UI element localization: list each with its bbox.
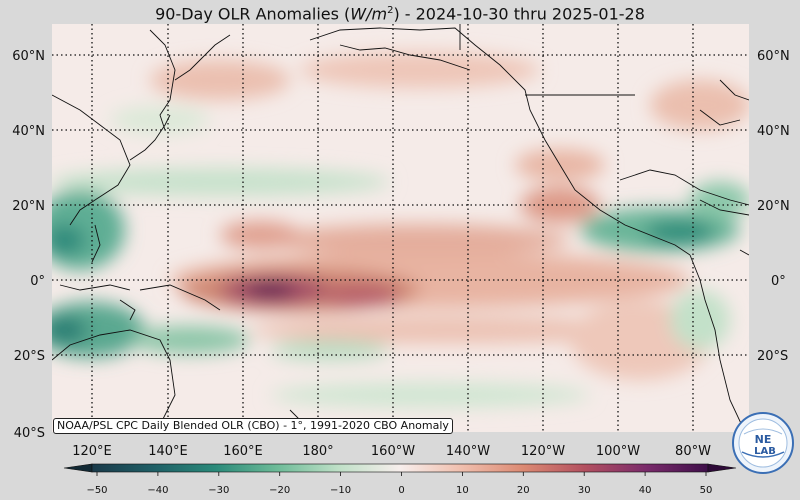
colorbar-tick-label: −30 [208, 485, 229, 496]
coastlines [52, 24, 749, 432]
colorbar-tick-label: −50 [86, 485, 107, 496]
lon-label: 120°E [72, 444, 112, 459]
lat-label: 0° [30, 274, 45, 289]
lat-label: 60°N [757, 49, 790, 64]
lon-label: 80°W [675, 444, 711, 459]
graticule [52, 24, 749, 432]
data-credit: NOAA/PSL CPC Daily Blended OLR (CBO) - 1… [53, 418, 453, 434]
lat-label: 40°N [757, 124, 790, 139]
colorbar-max-arrow [707, 463, 737, 473]
lon-label: 180° [302, 444, 333, 459]
lat-label: 0° [771, 274, 786, 289]
lat-label: 20°S [14, 349, 45, 364]
colorbar-min-arrow [63, 463, 93, 473]
colorbar-ticks: −50 −40 −30 −20 −10 0 10 20 30 40 50 [86, 472, 712, 496]
lon-label: 100°W [596, 444, 640, 459]
colorbar-tick-label: 20 [517, 485, 530, 496]
lat-label: 40°S [14, 426, 45, 441]
colorbar-tick-label: 50 [700, 485, 713, 496]
lat-label: 40°N [12, 124, 45, 139]
lat-label: 20°N [12, 199, 45, 214]
lon-label: 120°W [521, 444, 565, 459]
lat-label: 20°S [757, 349, 788, 364]
colorbar-tick-label: −10 [330, 485, 351, 496]
lat-labels-right: 60°N 40°N 20°N 0° 20°S [757, 49, 790, 364]
colorbar-tick-label: −20 [269, 485, 290, 496]
colorbar-tick-label: −40 [147, 485, 168, 496]
anomaly-field [52, 24, 749, 432]
title-prefix: 90-Day OLR Anomalies ( [155, 4, 351, 24]
logo-text-bottom: LAB [754, 446, 776, 457]
title-suffix: ) - 2024-10-30 thru 2025-01-28 [393, 4, 645, 24]
colorbar-tick-label: 0 [398, 485, 404, 496]
lon-label: 160°E [223, 444, 263, 459]
title-unit-exponent: 2 [387, 5, 394, 16]
colorbar-tick-label: 30 [578, 485, 591, 496]
chart-title: 90-Day OLR Anomalies (W/m2) - 2024-10-30… [0, 0, 800, 24]
lon-labels: 120°E 140°E 160°E 180° 160°W 140°W 120°W… [72, 444, 711, 459]
colorbar: −50 −40 −30 −20 −10 0 10 20 30 40 50 [63, 463, 737, 496]
lon-label: 160°W [371, 444, 415, 459]
lat-label: 20°N [757, 199, 790, 214]
colorbar-gradient [91, 463, 709, 473]
colorbar-tick-label: 40 [639, 485, 652, 496]
title-unit: W/m [350, 4, 388, 24]
lat-label: 60°N [12, 49, 45, 64]
logo-text-top: NE [755, 433, 772, 446]
colorbar-tick-label: 10 [456, 485, 469, 496]
noaa-physical-sciences-lab-logo[interactable]: NE LAB [732, 412, 794, 474]
lat-labels-left: 60°N 40°N 20°N 0° 20°S 40°S [12, 49, 45, 441]
lon-label: 140°E [148, 444, 188, 459]
lon-label: 140°W [446, 444, 490, 459]
